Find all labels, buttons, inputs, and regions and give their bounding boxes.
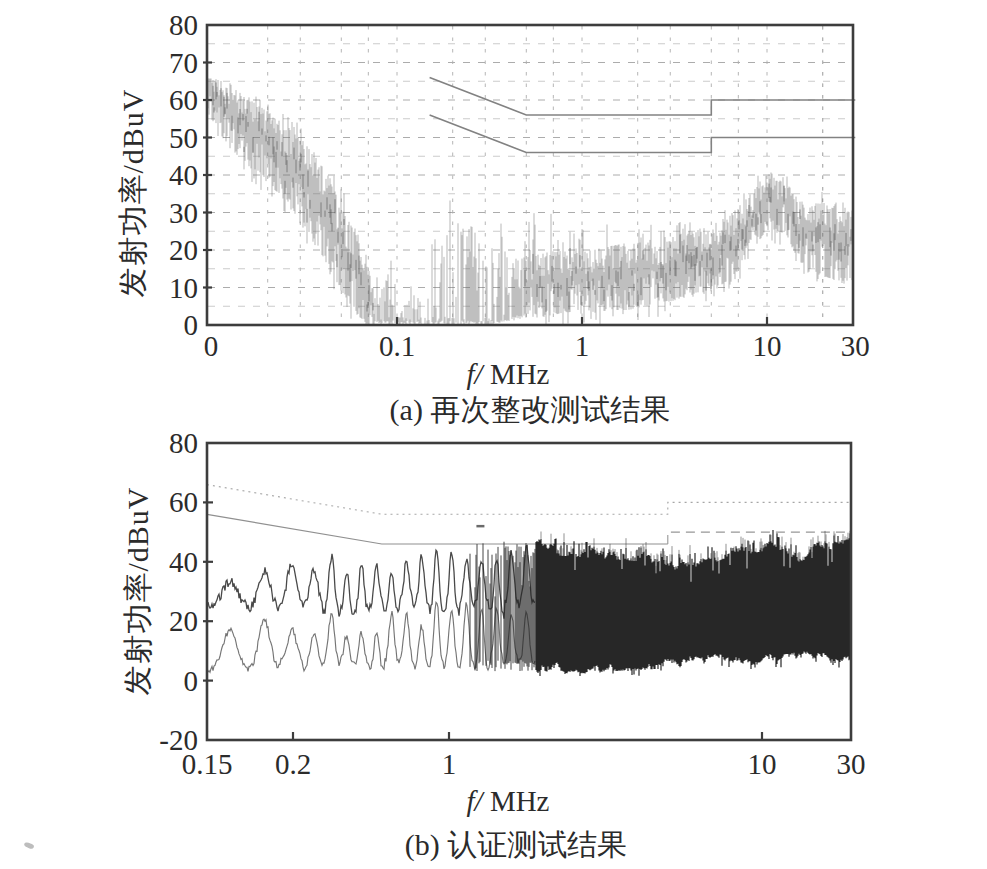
chart-a-limit-quasi-peak — [430, 78, 856, 116]
chart-a-x-tick-label: 0.1 — [379, 330, 415, 363]
chart-a-x-tick-label: 30 — [841, 330, 870, 363]
figure-canvas: 发射功率/dBuV f/ MHz (a) 再次整改测试结果 发射功率/dBuV … — [0, 0, 987, 869]
chart-a-y-tick-label: 40 — [169, 159, 198, 192]
chart-b-y-tick-label: 60 — [169, 486, 198, 519]
chart-a-y-axis-label: 发射功率/dBuV — [113, 88, 154, 297]
chart-b-y-axis-label: 发射功率/dBuV — [118, 486, 159, 695]
chart-a-y-tick-label: 20 — [169, 234, 198, 267]
chart-b-dense-band — [536, 530, 850, 676]
chart-a-y-tick-label: 80 — [169, 9, 198, 42]
chart-b-x-axis-label: f/ MHz — [467, 785, 550, 818]
chart-b-x-tick-label: 10 — [748, 748, 777, 781]
chart-a-y-tick-label: 70 — [169, 46, 198, 79]
chart-a-caption: (a) 再次整改测试结果 — [390, 390, 671, 431]
chart-a-y-tick-label: 30 — [169, 196, 198, 229]
chart-b-y-tick-label: 20 — [169, 605, 198, 638]
chart-b-caption: (b) 认证测试结果 — [405, 825, 627, 866]
chart-a-x-tick-label: 10 — [753, 330, 782, 363]
chart-b-x-tick-label: 30 — [837, 748, 866, 781]
chart-a-x-axis-label: f/ MHz — [467, 358, 550, 391]
chart-b-limit-average-dashed — [668, 532, 851, 544]
chart-b — [203, 443, 851, 741]
chart-b-y-tick-label: 0 — [184, 664, 199, 697]
chart-b-y-tick-label: 40 — [169, 545, 198, 578]
chart-a-y-tick-label: 50 — [169, 121, 198, 154]
chart-b-transition-spikes — [470, 542, 535, 671]
chart-a-x-tick-label: 1 — [575, 330, 590, 363]
chart-a-y-tick-label: 60 — [169, 84, 198, 117]
chart-b-limit-average-solid — [207, 514, 668, 544]
chart-a-x-tick-label: 0 — [204, 330, 219, 363]
chart-b-limit-quasi-peak — [207, 485, 851, 515]
chart-b-y-tick-label: 80 — [169, 427, 198, 460]
chart-b-x-tick-label: 0.15 — [182, 748, 233, 781]
chart-a-limit-average — [430, 115, 856, 153]
chart-a-y-tick-label: 10 — [169, 271, 198, 304]
chart-a — [203, 25, 855, 326]
chart-b-x-tick-label: 1 — [442, 748, 457, 781]
chart-b-x-tick-label: 0.2 — [275, 748, 311, 781]
chart-a-y-tick-label: 0 — [184, 309, 199, 342]
